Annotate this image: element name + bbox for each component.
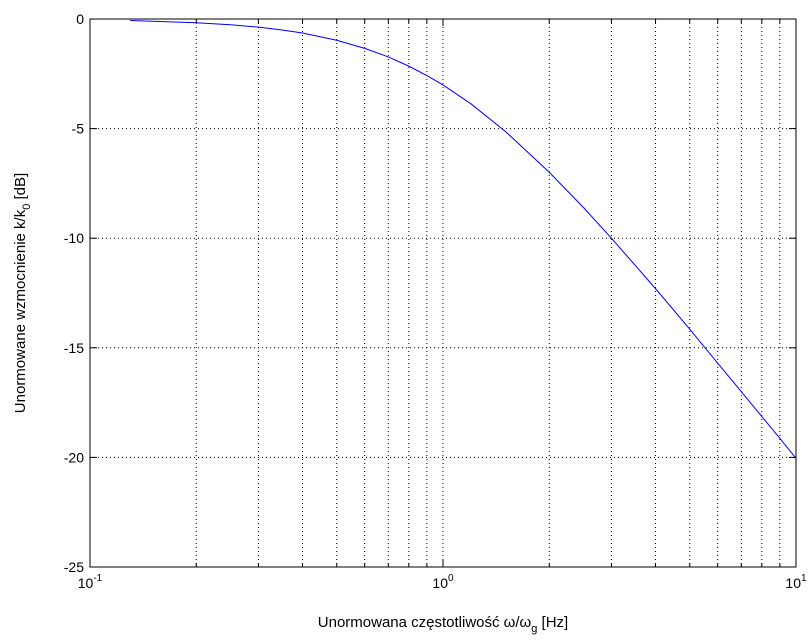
x-tick-label: 10-1 <box>78 573 103 591</box>
x-axis-label: Unormowana częstotliwość ω/ωg [Hz] <box>318 614 568 635</box>
x-tick-exponent: 1 <box>801 573 807 584</box>
x-tick-label: 101 <box>785 573 807 591</box>
series-line <box>130 20 797 459</box>
y-tick-label: -10 <box>64 230 84 246</box>
x-tick-exponent: -1 <box>93 573 102 584</box>
x-tick-exponent: 0 <box>448 573 454 584</box>
y-tick-label: -15 <box>64 340 84 356</box>
y-tick-label: 0 <box>76 11 84 27</box>
y-axis-label-unit: [dB] <box>12 173 29 204</box>
x-axis-label-unit: [Hz] <box>537 614 568 631</box>
series-layer <box>130 20 797 459</box>
grid <box>90 19 796 567</box>
x-axis-label-text: Unormowana częstotliwość ω/ω <box>318 614 532 631</box>
x-tick-base: 10 <box>432 575 448 591</box>
x-tick-base: 10 <box>785 575 801 591</box>
y-axis-label-subscript: 0 <box>21 204 33 210</box>
y-axis-label-text: Unormowane wzmocnienie k/k <box>12 209 29 413</box>
x-tick-base: 10 <box>78 575 94 591</box>
x-axis-label-subscript: g <box>531 623 537 635</box>
y-tick-label: -25 <box>64 559 84 575</box>
y-tick-label: -20 <box>64 449 84 465</box>
x-tick-label: 100 <box>432 573 454 591</box>
y-axis-label: Unormowane wzmocnienie k/k0 [dB] <box>12 173 33 413</box>
y-tick-label: -5 <box>72 121 85 137</box>
